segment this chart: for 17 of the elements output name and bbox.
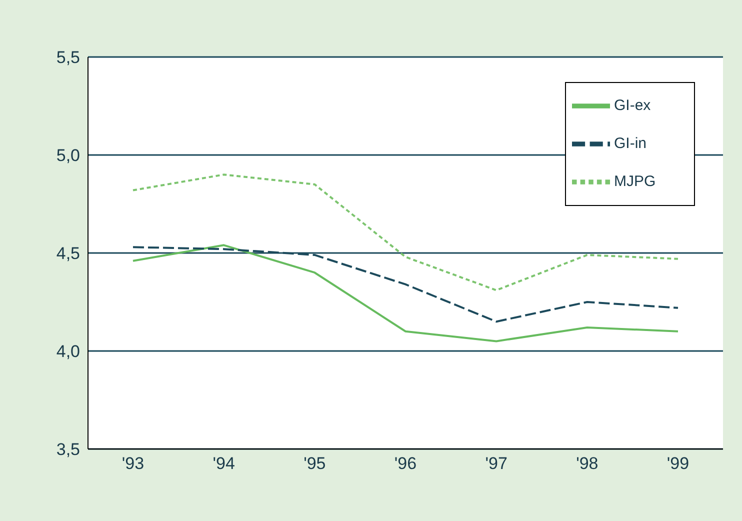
y-tick-label: 3,5: [56, 440, 80, 460]
x-tick-label: '98: [576, 454, 598, 474]
legend-label: GI-ex: [614, 96, 651, 114]
x-tick-label: '95: [304, 454, 326, 474]
y-tick-label: 4,0: [56, 342, 80, 362]
x-tick-label: '96: [394, 454, 417, 474]
legend-label: GI-in: [614, 134, 647, 152]
legend-label: MJPG: [614, 172, 656, 190]
x-tick-label: '97: [485, 454, 508, 474]
line-series: [132, 174, 679, 292]
x-tick-label: '94: [212, 454, 235, 474]
y-tick-label: 5,5: [56, 48, 80, 68]
y-tick-label: 5,0: [56, 146, 80, 166]
x-tick-label: '93: [122, 454, 144, 474]
line-series: [132, 244, 679, 342]
y-tick-label: 4,5: [56, 244, 80, 264]
x-tick-label: '99: [666, 454, 690, 474]
